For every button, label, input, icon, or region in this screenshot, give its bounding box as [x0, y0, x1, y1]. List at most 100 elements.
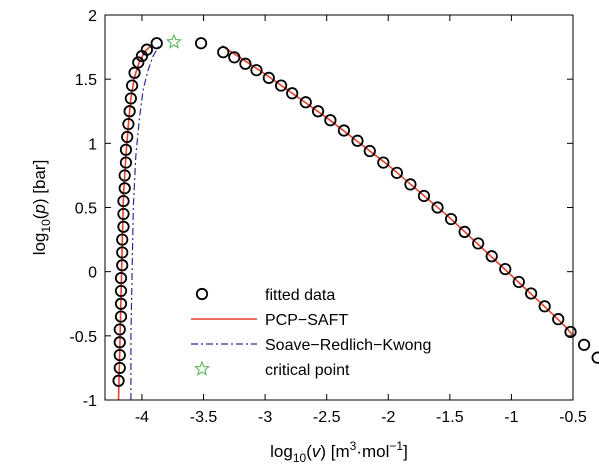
legend-label: fitted data [265, 287, 335, 304]
x-axis-label-end: ] [403, 442, 408, 461]
x-axis-label-log: log [270, 442, 293, 461]
data-point [118, 182, 131, 195]
data-point [591, 351, 599, 364]
data-point [538, 300, 551, 313]
y-axis-label-open: ( [30, 213, 49, 219]
data-point [121, 130, 134, 144]
y-tick-label: 2 [88, 8, 97, 25]
data-point [577, 338, 591, 351]
x-tick-label: -3 [258, 409, 272, 426]
data-point [112, 374, 125, 387]
data-point [444, 212, 458, 226]
data-point [128, 66, 141, 79]
x-tick-label: -1 [504, 409, 518, 426]
data-point [118, 169, 131, 182]
data-point [114, 271, 128, 285]
y-tick-label: 1 [88, 136, 97, 153]
data-point [114, 284, 128, 298]
x-tick-label: -2.5 [313, 409, 341, 426]
data-point [114, 297, 128, 310]
data-point [116, 233, 129, 246]
legend-label: critical point [265, 362, 350, 379]
data-point [417, 189, 431, 203]
x-axis-label-var: v [312, 442, 322, 461]
y-tick-label: 1.5 [75, 72, 97, 89]
legend-box [185, 278, 390, 400]
data-point [125, 79, 139, 92]
data-point [351, 134, 364, 147]
data-point [458, 225, 471, 238]
data-point [123, 105, 136, 118]
x-tick-label: -3.5 [190, 409, 218, 426]
data-point [431, 201, 444, 214]
y-tick-label: -0.5 [69, 329, 97, 346]
x-axis-label-close: ) [m [320, 442, 349, 461]
series-line [117, 45, 152, 401]
data-point [122, 117, 135, 131]
data-point [150, 37, 163, 50]
legend-marker [195, 287, 209, 301]
data-point [239, 57, 252, 70]
data-point [275, 79, 288, 92]
data-point [286, 87, 299, 100]
data-point [113, 323, 126, 336]
data-point [262, 71, 275, 84]
data-point [113, 336, 126, 349]
x-tick-label: -1.5 [436, 409, 464, 426]
x-axis-label: log10(v) [m3·mol−1] [270, 439, 408, 465]
ticks: -4 -3.5 -3 -2.5 -2 -1.5 -1 -0.5 -1 -0.5 0 0.5 1 1.5 2 [69, 8, 586, 426]
data-point [525, 287, 538, 300]
data-point [217, 46, 230, 59]
x-axis-label-mid: ·mol [356, 442, 389, 461]
data-point [228, 51, 241, 64]
x-tick-label: -0.5 [559, 409, 587, 426]
data-point [113, 361, 126, 375]
data-point [311, 105, 325, 118]
x-tick-label: -2 [381, 409, 395, 426]
data-point [472, 237, 485, 250]
x-axis-label-open: ( [306, 442, 312, 461]
legend-label: Soave−Redlich−Kwong [265, 337, 431, 354]
data-point [512, 275, 525, 289]
data-point [116, 259, 129, 272]
data-point [140, 43, 153, 56]
data-point [250, 64, 263, 77]
data-point [299, 96, 312, 109]
data-point [119, 143, 133, 156]
data-point [363, 144, 376, 158]
critical-point-marker [165, 33, 183, 49]
y-tick-label: 0 [88, 265, 97, 282]
x-tick-label: -4 [135, 409, 149, 426]
legend: fitted data PCP−SAFT Soave−Redlich−Kwong cr… [191, 287, 431, 379]
series-layer [112, 33, 599, 401]
data-point [390, 166, 403, 179]
x-axis-label-sup2: −1 [389, 439, 403, 453]
data-point [377, 156, 390, 169]
y-axis-label-log: log [30, 233, 49, 256]
y-axis-label-var: p [30, 204, 49, 214]
y-tick-label: -1 [83, 393, 97, 410]
data-point [132, 56, 145, 69]
legend-marker [193, 360, 211, 376]
data-point [404, 178, 417, 191]
data-point [499, 262, 512, 276]
data-point [564, 325, 577, 339]
data-point [119, 156, 133, 169]
y-axis-label-close: ) [bar] [30, 160, 49, 204]
data-point [116, 246, 129, 259]
data-point [337, 124, 351, 137]
data-point [485, 250, 498, 263]
series-line [130, 45, 160, 400]
data-point [324, 114, 337, 127]
data-point [117, 220, 130, 233]
x-axis-label-sub: 10 [293, 451, 307, 465]
data-point [194, 37, 208, 50]
data-point [124, 92, 137, 105]
y-tick-label: 0.5 [75, 201, 97, 218]
data-point [552, 313, 565, 326]
y-axis-label-sub: 10 [39, 219, 53, 233]
y-axis-label: log10(p) [bar] [30, 160, 53, 256]
data-point [114, 310, 128, 323]
x-axis-label-sup1: 3 [350, 439, 357, 453]
